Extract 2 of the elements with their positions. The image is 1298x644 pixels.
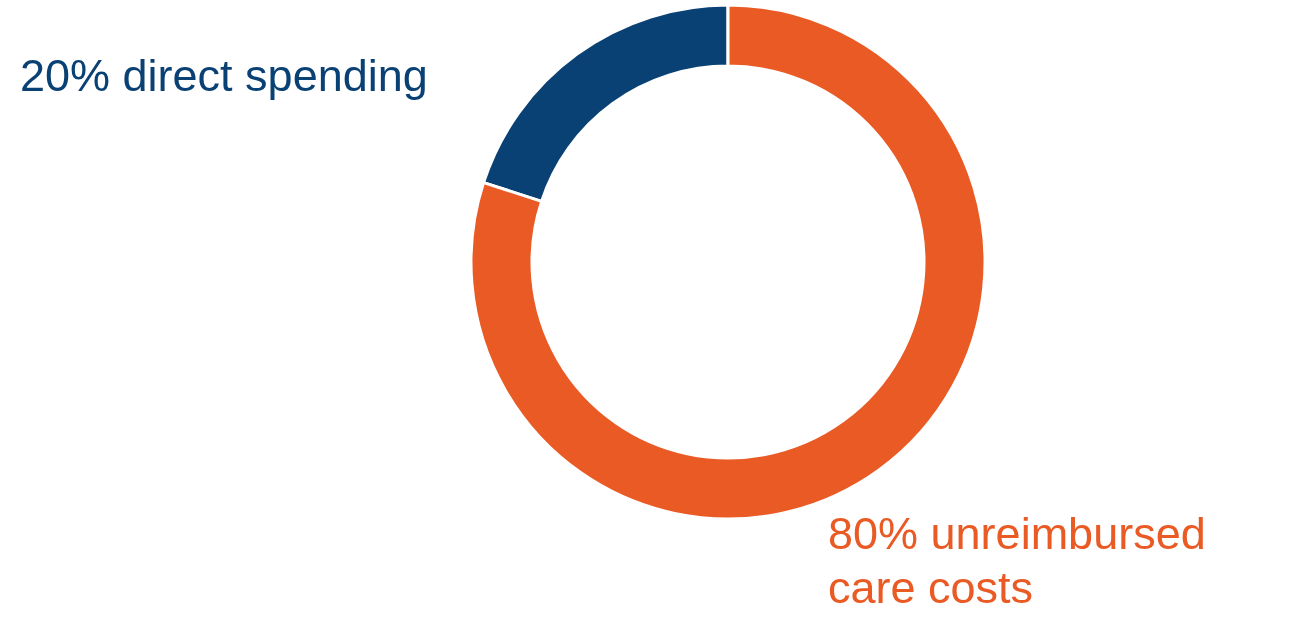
slice-label: 80% unreimbursed care costs bbox=[828, 507, 1219, 613]
slice-label: 20% direct spending bbox=[20, 49, 428, 101]
